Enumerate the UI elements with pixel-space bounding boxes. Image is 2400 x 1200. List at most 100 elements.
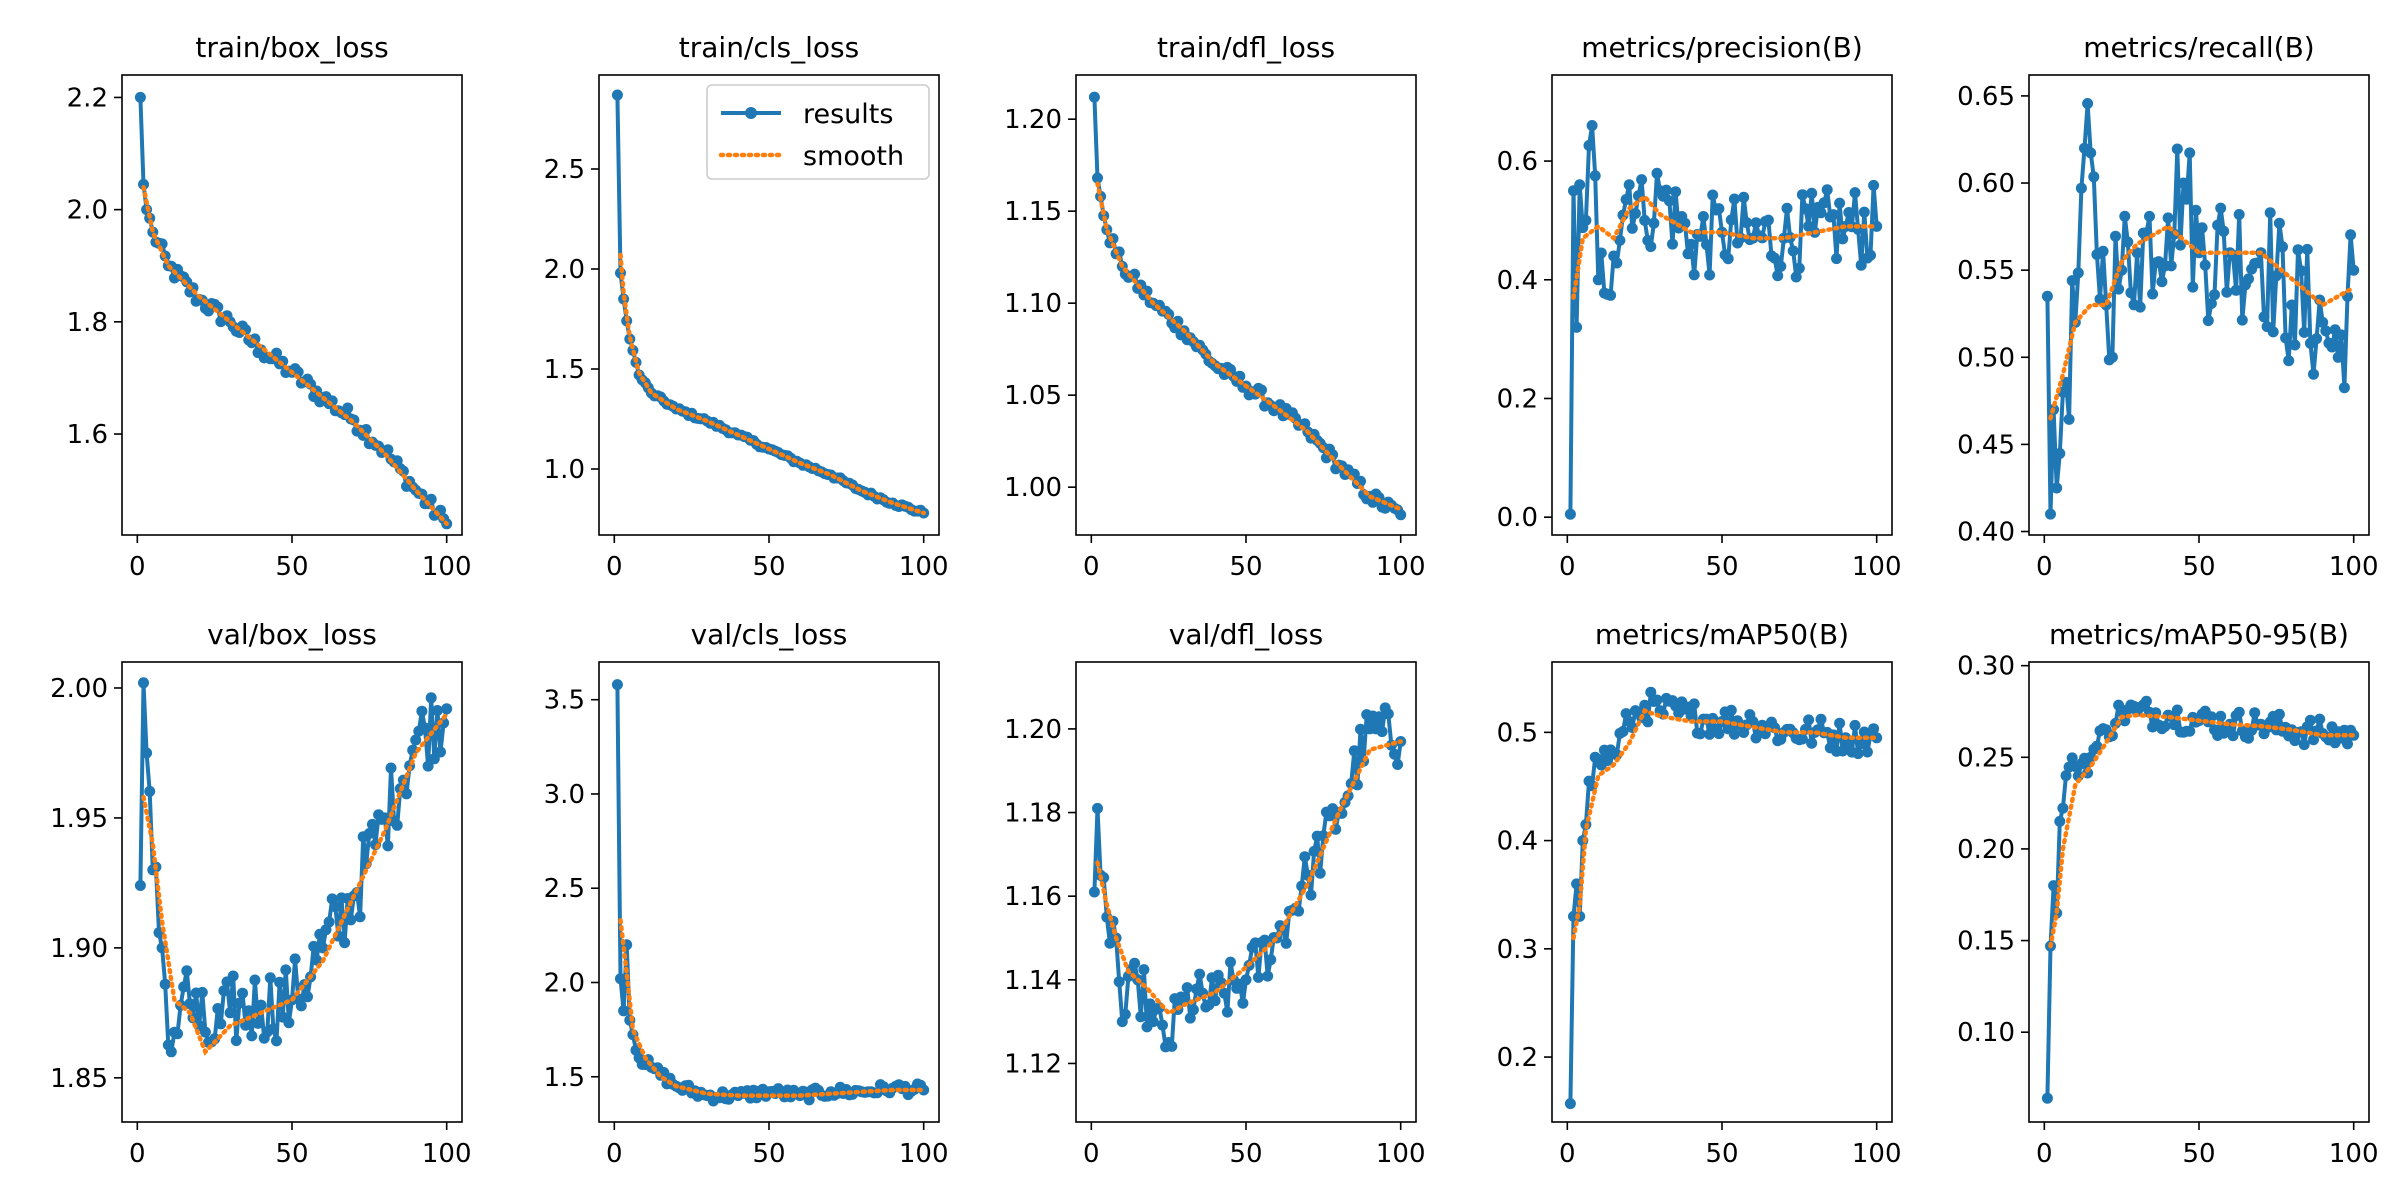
results-point — [2181, 193, 2193, 205]
results-point — [1265, 954, 1277, 966]
results-point — [1157, 1019, 1168, 1031]
results-point — [233, 997, 245, 1009]
axes-frame — [1551, 74, 1893, 536]
results-point — [2131, 247, 2143, 259]
y-tick-label: 0.45 — [1957, 430, 2015, 460]
results-point — [1821, 184, 1833, 196]
x-tick-label: 0 — [606, 1139, 623, 1169]
results-point — [1651, 167, 1663, 179]
results-point — [1741, 217, 1753, 229]
series-smooth-line — [1571, 193, 1879, 300]
results-point — [1834, 197, 1846, 209]
chart-svg: val/dfl_loss 0 50 100 1.12 1.14 1.16 1.18 1.20 — [1004, 618, 1425, 1169]
subplot-metrics-recall-b-: metrics/recall(B) 0 50 100 0.40 0.45 0.50 0.55 0… — [1909, 15, 2389, 585]
y-tick-label: 0.5 — [1497, 718, 1538, 748]
x-tick-label: 100 — [422, 1139, 472, 1169]
axes-frame — [1075, 74, 1417, 536]
results-point — [345, 914, 357, 926]
results-point — [2283, 355, 2295, 367]
results-point — [2295, 265, 2307, 277]
results-point — [1685, 238, 1697, 250]
x-tick-label: 50 — [1229, 552, 1262, 582]
x-tick-label: 100 — [2329, 552, 2379, 582]
results-point — [1682, 248, 1694, 260]
y-tick-label: 1.20 — [1004, 715, 1062, 745]
results-point — [1834, 717, 1846, 729]
results-point — [2233, 209, 2245, 220]
chart-svg: metrics/mAP50(B) 0 50 100 0.2 0.3 0.4 0.5 — [1497, 618, 1902, 1169]
results-point — [2054, 815, 2066, 827]
results-point — [134, 91, 146, 103]
results-point — [2144, 210, 2155, 222]
y-tick-label: 3.0 — [544, 780, 585, 810]
results-point — [1592, 274, 1604, 286]
results-point — [2308, 368, 2319, 380]
results-point — [2054, 448, 2066, 459]
results-point — [1293, 905, 1305, 917]
results-point — [138, 677, 149, 689]
y-tick-label: 3.5 — [544, 686, 585, 716]
results-point — [1382, 708, 1394, 720]
results-point — [1679, 217, 1691, 229]
results-point — [2218, 225, 2230, 237]
results-point — [280, 964, 292, 976]
results-point — [1685, 710, 1697, 722]
x-tick-label: 50 — [752, 552, 785, 582]
series-smooth-line — [141, 711, 449, 1056]
results-point — [2317, 316, 2329, 328]
results-point — [141, 747, 153, 759]
results-point — [2289, 339, 2301, 351]
y-tick-label: 1.90 — [50, 934, 108, 964]
results-point — [2122, 236, 2134, 248]
results-point — [2048, 880, 2060, 892]
results-point — [1605, 289, 1617, 301]
results-point — [2147, 288, 2159, 300]
results-point — [2270, 270, 2282, 282]
chart-svg: metrics/precision(B) 0 50 100 0.0 0.2 0.4 0.6 — [1497, 31, 1902, 582]
results-point — [2308, 734, 2319, 746]
results-point — [178, 981, 190, 993]
results-point — [1800, 203, 1811, 215]
results-point — [1793, 262, 1805, 274]
results-point — [1728, 728, 1740, 740]
results-point — [391, 819, 403, 831]
y-tick-label: 1.95 — [50, 804, 108, 834]
results-point — [1395, 509, 1407, 521]
results-point — [1129, 957, 1141, 969]
y-tick-label: 0.25 — [1957, 743, 2015, 773]
subplot-metrics-map50-95-b-: metrics/mAP50-95(B) 0 50 100 0.10 0.15 0.20 0.2… — [1909, 602, 2389, 1172]
results-point — [1611, 257, 1623, 269]
y-tick-label: 1.5 — [544, 355, 585, 385]
y-tick-label: 1.00 — [1004, 473, 1062, 503]
legend-smooth-label: smooth — [803, 141, 904, 172]
results-point — [1586, 120, 1598, 131]
results-point — [2091, 740, 2103, 752]
results-point — [2311, 333, 2323, 345]
x-tick-label: 0 — [2036, 1139, 2053, 1169]
x-tick-label: 100 — [899, 1139, 949, 1169]
results-point — [2066, 752, 2078, 764]
results-point — [181, 965, 193, 977]
y-tick-label: 1.05 — [1004, 381, 1062, 411]
results-point — [2314, 713, 2326, 725]
results-point — [1803, 714, 1815, 726]
series-smooth-line — [2048, 223, 2356, 421]
results-point — [317, 942, 329, 954]
results-point — [1138, 964, 1150, 976]
results-point — [1194, 968, 1206, 980]
results-point — [1172, 315, 1184, 327]
results-point — [2280, 332, 2292, 344]
results-point — [1670, 186, 1682, 198]
x-tick-label: 50 — [1705, 1139, 1738, 1169]
results-point — [2286, 299, 2298, 311]
x-tick-label: 50 — [275, 1139, 308, 1169]
series-results-line — [1092, 705, 1403, 1049]
results-point — [2292, 244, 2304, 256]
subplot-title: metrics/mAP50(B) — [1595, 618, 1849, 651]
results-point — [1280, 937, 1292, 949]
results-point — [1088, 91, 1100, 103]
results-point — [2085, 147, 2097, 159]
series-smooth-line — [2048, 712, 2356, 949]
results-point — [1725, 214, 1737, 226]
results-point — [1187, 1004, 1199, 1016]
